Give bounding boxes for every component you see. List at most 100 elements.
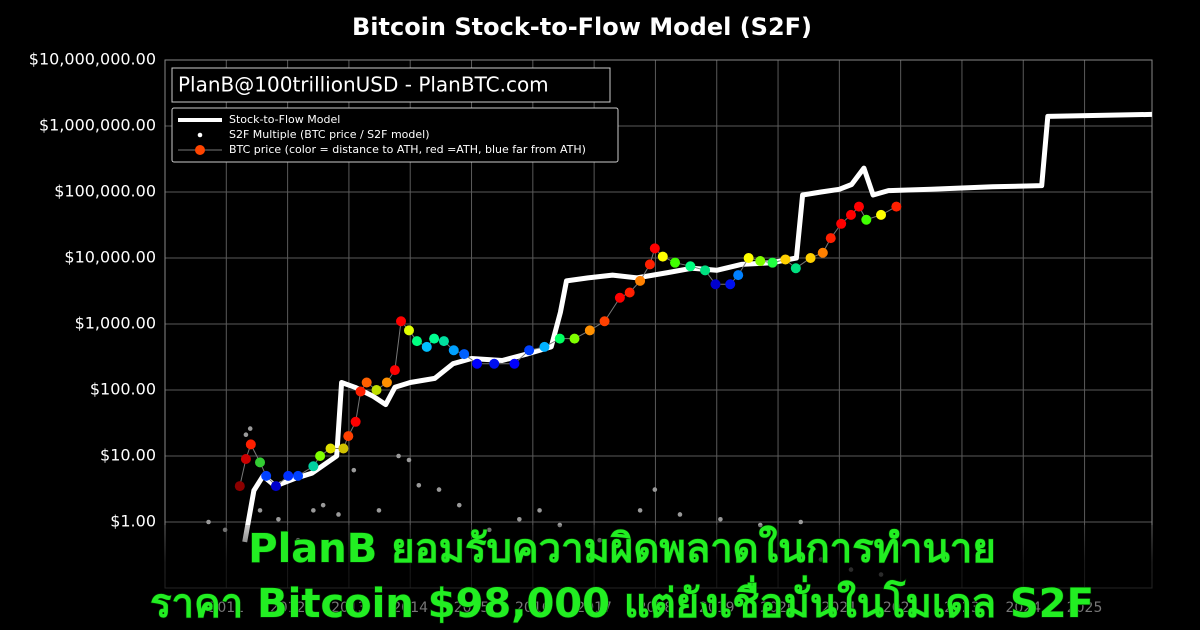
x-tick-label: 2021 [822, 600, 858, 616]
btc-price-dot [350, 416, 361, 427]
s2f-multiple-dot [456, 502, 462, 508]
x-tick-label: 2024 [1005, 600, 1041, 616]
y-tick-label: $10,000,000.00 [29, 50, 156, 69]
btc-price-dot [700, 265, 711, 276]
s2f-multiple-dot [537, 508, 542, 513]
s2f-multiple-dot [243, 432, 249, 438]
btc-price-dot [825, 233, 836, 244]
x-axis: 2011 2012 2013 2014 2015 2016 2017 2018 2019 2020… [208, 600, 1102, 616]
btc-price-dot [270, 481, 281, 492]
btc-price-dot [710, 279, 721, 290]
y-tick-label: $100.00 [90, 380, 156, 399]
s2f-multiple-dot [351, 467, 357, 473]
y-tick-label: $10,000.00 [64, 248, 156, 267]
btc-price-dot [657, 251, 668, 262]
btc-price-dot [891, 201, 902, 212]
btc-price-dot [459, 349, 470, 360]
legend-box [171, 107, 619, 163]
s2f-multiple-dot [396, 453, 401, 459]
legend-label: BTC price (color = distance to ATH, red … [229, 143, 586, 156]
x-tick-label: 2018 [638, 600, 674, 616]
btc-price-dot [255, 457, 266, 468]
btc-price-dot [614, 292, 625, 303]
btc-price-dot [861, 214, 872, 225]
btc-price-dot [524, 345, 535, 356]
x-tick-label: 2019 [699, 600, 735, 616]
btc-price-dot [308, 461, 319, 472]
btc-price-dot [403, 325, 414, 336]
x-tick-label: 2025 [1067, 600, 1103, 616]
s2f-multiple-dot [637, 508, 643, 513]
btc-price-dot [644, 259, 655, 270]
btc-price-dot [853, 201, 864, 212]
btc-price-dot [836, 218, 847, 229]
s2f-multiple-dot [677, 512, 683, 517]
btc-price-dot [245, 439, 256, 450]
btc-price-dot [805, 253, 816, 263]
legend-label: Stock-to-Flow Model [229, 113, 340, 126]
btc-price-dot [670, 257, 681, 268]
watermark: PlanB@100trillionUSD - PlanBTC.com [178, 73, 549, 97]
s2f-multiple-dot [652, 487, 658, 492]
model-line [242, 111, 1152, 543]
s2f-multiple-dot [206, 519, 211, 525]
btc-price-dot [635, 275, 646, 286]
btc-price-dot [396, 316, 407, 327]
btc-price-dot [845, 209, 856, 220]
btc-price-dot [429, 333, 440, 344]
headline-line: ราคา Bitcoin $98,000 แต่ยังเชื่อมั่นในโม… [150, 575, 1094, 627]
btc-price-dot [509, 358, 520, 369]
s2f-multiple-dot [416, 482, 422, 488]
btc-price-dot [361, 377, 372, 388]
btc-price-dot [725, 279, 736, 290]
s2f-multiple-dot [247, 426, 253, 431]
x-tick-label: 2017 [576, 600, 612, 616]
s2f-multiple-dot [336, 512, 341, 517]
x-tick-label: 2013 [331, 600, 367, 616]
y-tick-label: $1.00 [110, 512, 156, 531]
btc-price-dot [599, 316, 610, 327]
btc-price-dot [755, 256, 766, 267]
s2f-multiple-dot [517, 516, 522, 522]
legend-swatch [197, 132, 203, 138]
btc-price-dot [767, 257, 778, 268]
btc-price-dot [315, 451, 326, 461]
btc-price-dot [261, 470, 272, 481]
s2f-multiple-dot [406, 457, 412, 463]
watermark-box [171, 67, 611, 103]
legend-swatch [195, 145, 205, 155]
s2f-multiple-dot [798, 519, 804, 525]
x-tick-label: 2016 [515, 600, 551, 616]
btc-price-dot [584, 325, 595, 336]
btc-price-dot [569, 333, 580, 344]
btc-price-dot [539, 341, 550, 352]
btc-price-dot [389, 365, 400, 376]
btc-price-dot [876, 209, 887, 220]
btc-price-dot [743, 253, 754, 263]
s2f-multiple-dot [376, 508, 382, 513]
btc-price-dot [355, 386, 366, 397]
x-tick-label: 2014 [392, 600, 428, 616]
s2f-multiple-dot [276, 516, 281, 522]
y-tick-label: $1,000,000.00 [39, 116, 156, 135]
btc-price-dot [733, 270, 744, 281]
s2f-multiple-dot [311, 508, 316, 513]
headline-line: PlanB ยอมรับความผิดพลาดในการทำนาย [248, 525, 996, 572]
s2f-multiple-dot [320, 502, 326, 508]
btc-price-dot [343, 431, 354, 442]
headline-shade [0, 525, 1200, 630]
x-tick-label: 2015 [454, 600, 490, 616]
btc-price-dot [381, 377, 392, 388]
s2f-multiple-dot [257, 508, 263, 513]
x-tick-label: 2020 [760, 600, 796, 616]
x-tick-label: 2011 [208, 600, 244, 616]
btc-price-dot [240, 454, 251, 465]
y-tick-label: $10.00 [100, 446, 156, 465]
btc-price-dot [371, 385, 382, 395]
chart-title: Bitcoin Stock-to-Flow Model (S2F) [352, 13, 812, 41]
y-tick-label: $100,000.00 [54, 182, 156, 201]
s2f-multiple-dot [718, 516, 723, 522]
btc-price-dot [685, 261, 696, 272]
